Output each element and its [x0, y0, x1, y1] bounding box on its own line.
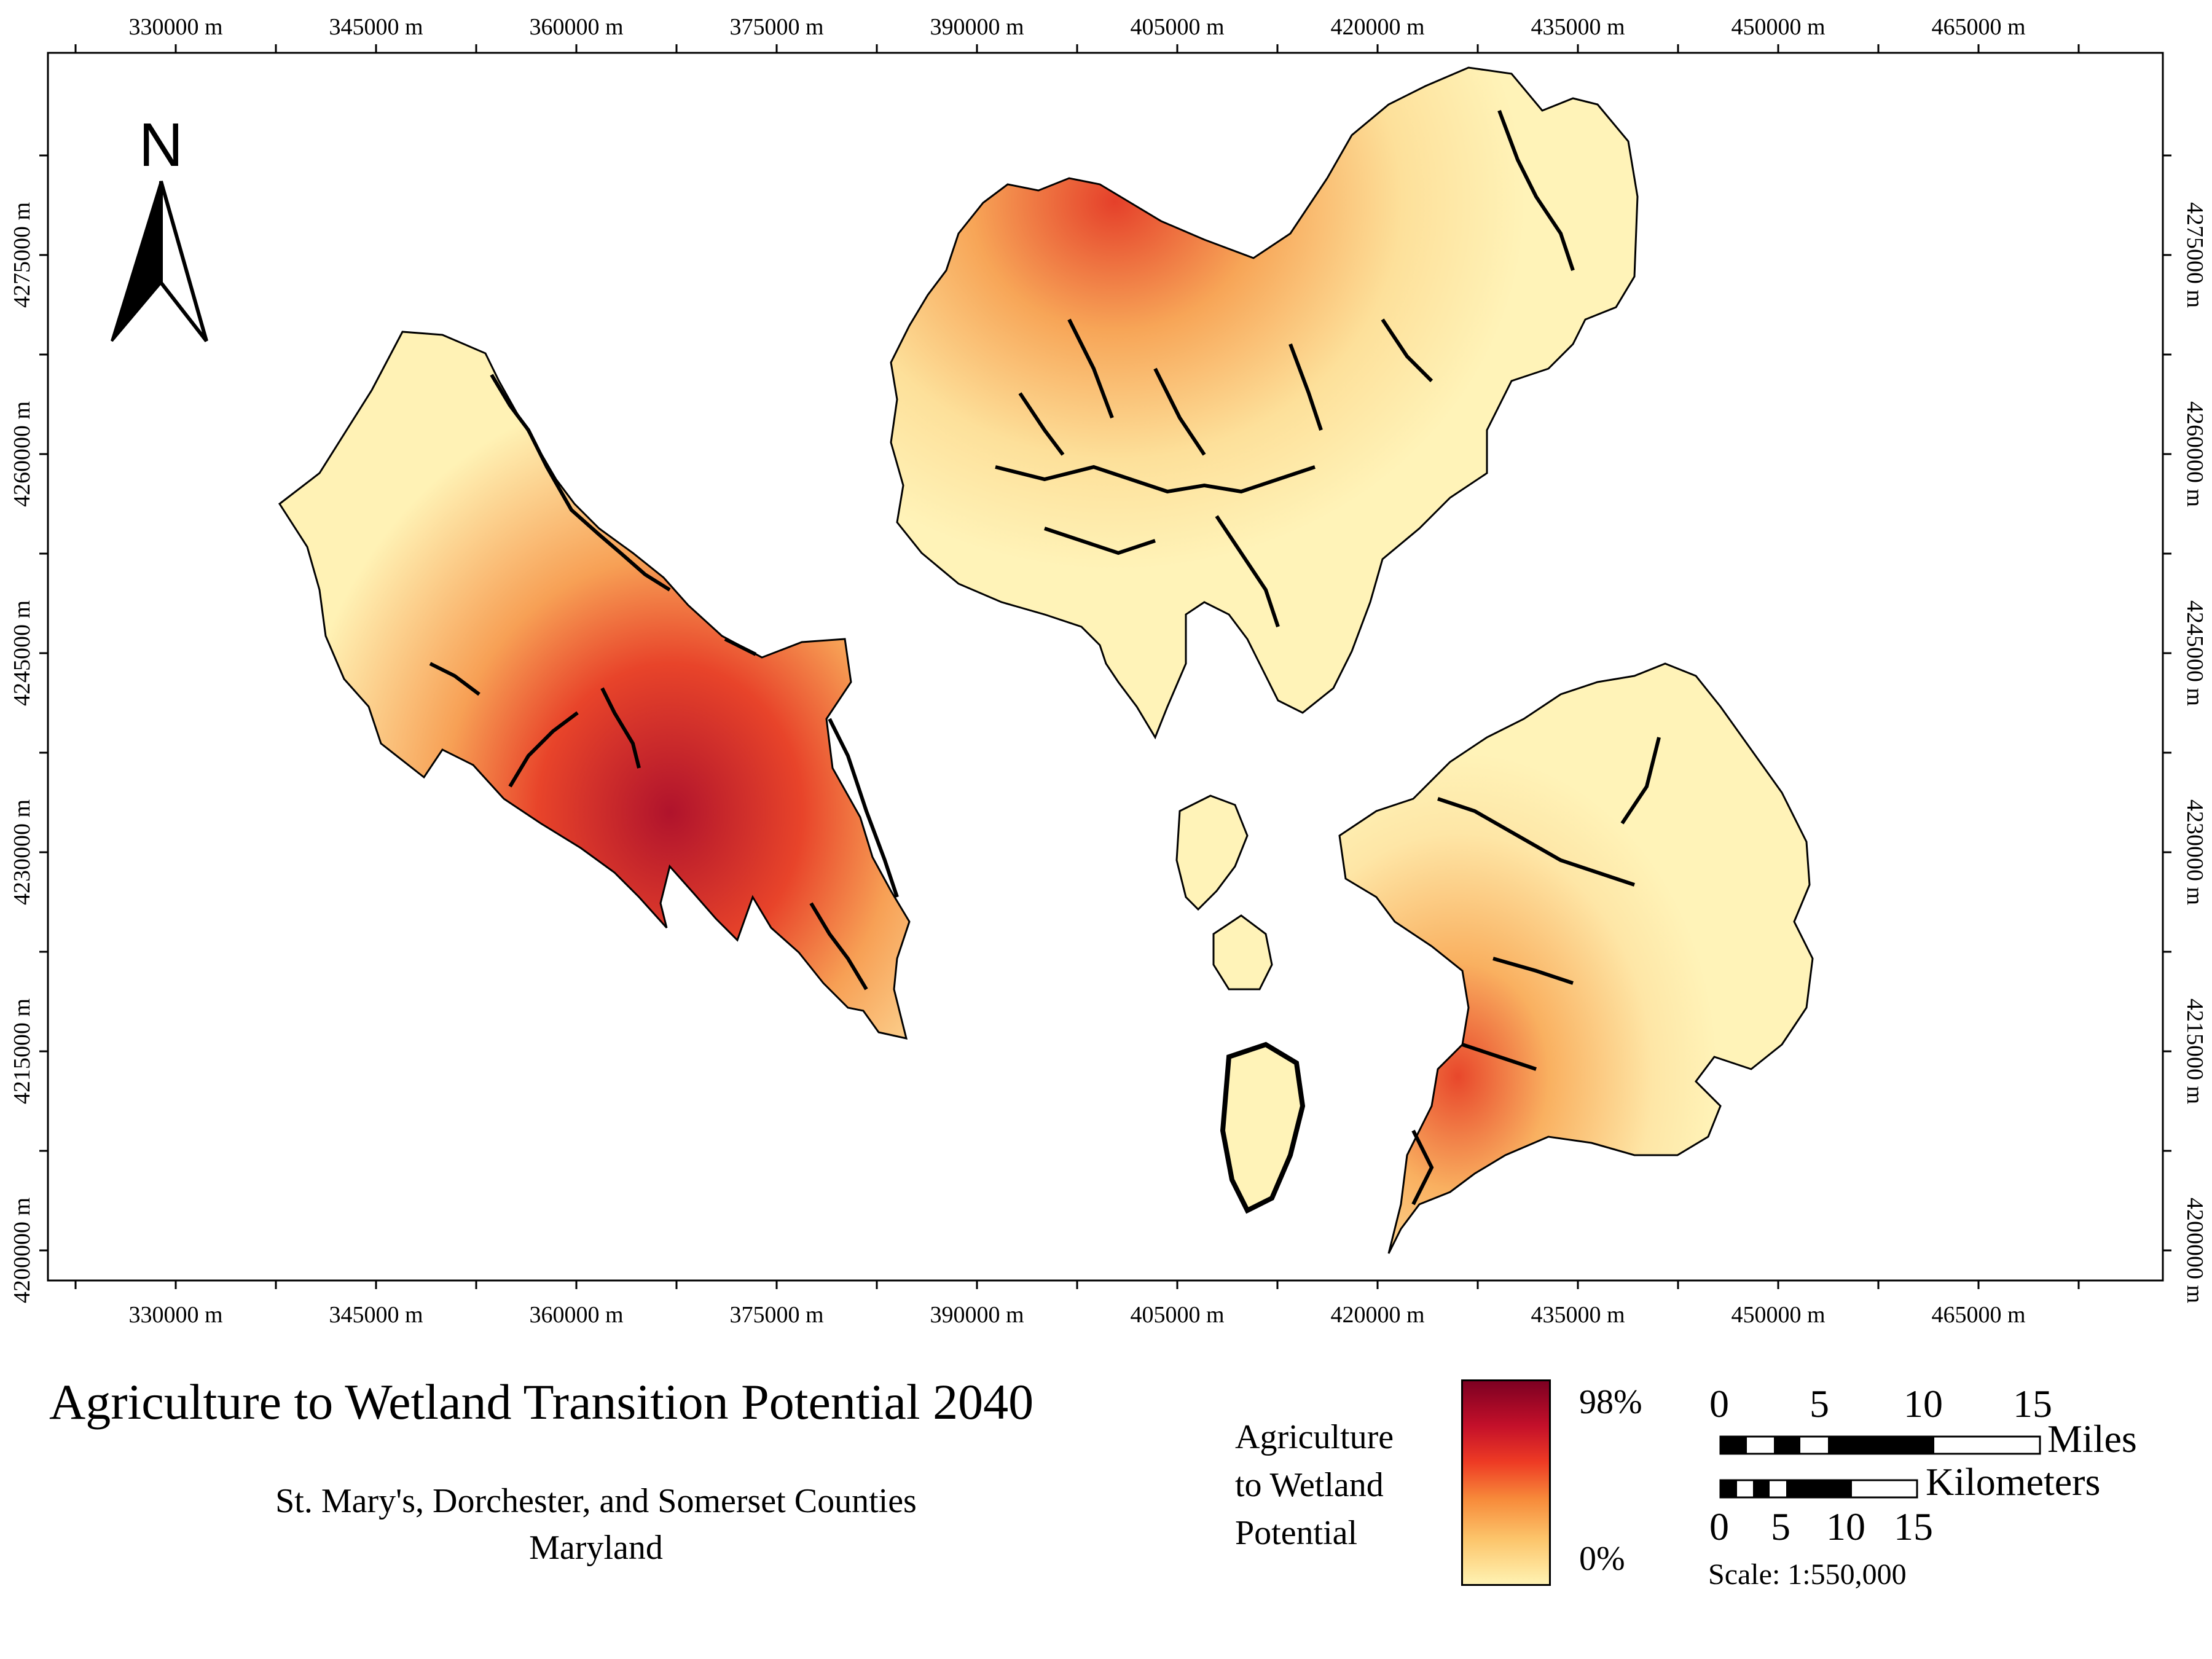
y-tick-label-right: 4200000 m: [2182, 1198, 2208, 1303]
x-tick-label-bottom: 405000 m: [1130, 1302, 1224, 1328]
subtitle-state: Maryland: [529, 1529, 663, 1567]
x-tick-label-bottom: 465000 m: [1931, 1302, 2025, 1328]
x-axis-top: 330000 m 345000 m 360000 m 375000 m 390000 m…: [74, 14, 2080, 53]
island-middle: [1212, 914, 1273, 990]
north-arrow-right-half: [159, 181, 208, 342]
st-marys-shoreline: [429, 374, 899, 990]
subtitle-counties: St. Mary's, Dorchester, and Somerset Cou…: [275, 1482, 917, 1520]
y-tick-label-right: 4230000 m: [2182, 799, 2208, 905]
y-tick-label-left: 4260000 m: [9, 401, 35, 507]
x-tick-label-bottom: 360000 m: [529, 1302, 623, 1328]
x-tick-label-top: 375000 m: [729, 14, 823, 40]
y-axis-left: 4275000 m 4260000 m 4245000 m 4230000 m 4215…: [9, 154, 48, 1303]
scale-bar-kilometers: [1719, 1479, 1918, 1499]
x-tick-label-bottom: 420000 m: [1330, 1302, 1424, 1328]
x-tick-label-bottom: 330000 m: [128, 1302, 222, 1328]
map-frame: [47, 52, 2164, 1282]
y-tick-label-right: 4245000 m: [2182, 600, 2208, 706]
legend-label-line-2: to Wetland: [1235, 1466, 1384, 1504]
scale-ratio: Scale: 1:550,000: [1708, 1558, 1907, 1591]
x-tick-label-bottom: 450000 m: [1731, 1302, 1825, 1328]
st-marys-county: [278, 331, 911, 1040]
miles-tick-5: 5: [1810, 1382, 1829, 1426]
x-tick-label-top: 390000 m: [930, 14, 1024, 40]
miles-tick-15: 15: [2013, 1382, 2052, 1426]
y-tick-label-left: 4245000 m: [9, 600, 35, 706]
x-tick-label-bottom: 345000 m: [329, 1302, 423, 1328]
x-tick-label-top: 330000 m: [128, 14, 222, 40]
north-arrow: N: [111, 111, 208, 342]
scale-bar-miles: [1719, 1435, 2041, 1455]
miles-tick-0: 0: [1709, 1382, 1729, 1426]
legend-label-line-1: Agriculture: [1235, 1418, 1394, 1456]
km-tick-5: 5: [1771, 1505, 1790, 1548]
dorchester-county-shape: [890, 66, 1639, 740]
somerset-county-shape: [1338, 662, 1814, 1254]
x-tick-label-bottom: 435000 m: [1531, 1302, 1625, 1328]
y-tick-label-left: 4215000 m: [9, 998, 35, 1104]
legend-min-label: 0%: [1579, 1540, 1625, 1578]
north-label: N: [139, 111, 183, 179]
map-title: Agriculture to Wetland Transition Potent…: [49, 1374, 1034, 1430]
y-tick-label-right: 4215000 m: [2182, 998, 2208, 1104]
north-arrow-left-half: [111, 181, 162, 342]
y-axis-right: 4275000 m 4260000 m 4245000 m 4230000 m 4215…: [2163, 154, 2208, 1303]
legend-max-label: 98%: [1579, 1383, 1642, 1421]
km-tick-0: 0: [1709, 1505, 1729, 1548]
x-axis-bottom: 330000 m 345000 m 360000 m 375000 m 390000 m…: [74, 1281, 2080, 1328]
x-tick-label-bottom: 390000 m: [930, 1302, 1024, 1328]
x-tick-label-bottom: 375000 m: [729, 1302, 823, 1328]
dorchester-marsh-waterways: [995, 109, 1575, 627]
somerset-county: [1338, 662, 1814, 1254]
x-tick-label-top: 420000 m: [1330, 14, 1424, 40]
x-tick-label-top: 345000 m: [329, 14, 423, 40]
y-tick-label-left: 4230000 m: [9, 799, 35, 905]
x-tick-label-top: 360000 m: [529, 14, 623, 40]
y-tick-label-left: 4200000 m: [9, 1198, 35, 1303]
st-marys-county-shape: [278, 331, 911, 1040]
legend-label-line-3: Potential: [1235, 1514, 1358, 1552]
x-tick-label-top: 465000 m: [1931, 14, 2025, 40]
x-tick-label-top: 450000 m: [1731, 14, 1825, 40]
y-tick-label-right: 4260000 m: [2182, 401, 2208, 507]
legend-color-ramp: [1461, 1379, 1551, 1586]
km-tick-15: 15: [1894, 1505, 1933, 1548]
somerset-waterways: [1411, 737, 1661, 1206]
kilometers-label: Kilometers: [1926, 1460, 2101, 1504]
bay-islands: [1175, 794, 1306, 1214]
x-tick-label-top: 435000 m: [1531, 14, 1625, 40]
x-tick-label-top: 405000 m: [1130, 14, 1224, 40]
miles-tick-10: 10: [1904, 1382, 1943, 1426]
map-subtitle: St. Mary's, Dorchester, and Somerset Cou…: [203, 1478, 989, 1571]
km-tick-10: 10: [1826, 1505, 1865, 1548]
island-south: [1220, 1041, 1306, 1214]
y-tick-label-left: 4275000 m: [9, 202, 35, 308]
dorchester-county: [890, 66, 1639, 740]
y-tick-label-right: 4275000 m: [2182, 202, 2208, 308]
miles-label: Miles: [2047, 1417, 2137, 1461]
legend-label: Agriculture to Wetland Potential: [1235, 1413, 1394, 1557]
island-north: [1175, 794, 1249, 911]
